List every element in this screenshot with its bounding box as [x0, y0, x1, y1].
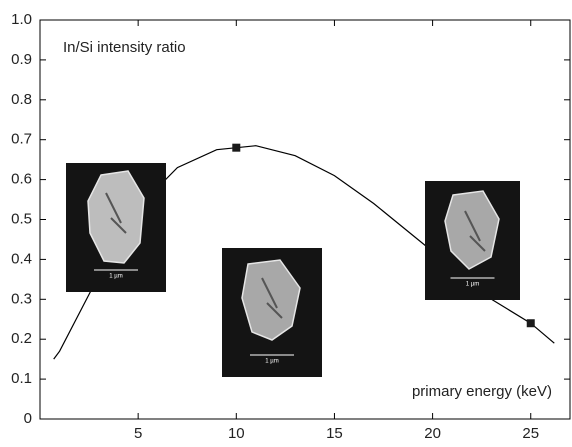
scale-label: 1 µm [109, 274, 122, 280]
inset-image: 1 µm [66, 163, 166, 292]
annotation: primary energy (keV) [412, 383, 552, 400]
y-tick-label: 0.2 [11, 330, 32, 347]
y-tick-label: 0.8 [11, 91, 32, 108]
data-point [232, 143, 241, 152]
particle [241, 259, 301, 341]
scale-label: 1 µm [466, 282, 479, 288]
x-tick-label: 25 [522, 425, 539, 442]
y-tick-label: 0.1 [11, 370, 32, 387]
x-tick-label: 10 [228, 425, 245, 442]
x-tick-label: 5 [134, 425, 142, 442]
annotation: In/Si intensity ratio [63, 39, 186, 56]
particle [87, 170, 145, 264]
y-tick-label: 0.9 [11, 51, 32, 68]
y-tick-label: 1.0 [11, 11, 32, 28]
particle-facet [105, 192, 127, 234]
particle [444, 190, 500, 270]
y-tick-label: 0.4 [11, 250, 32, 267]
y-tick-label: 0.3 [11, 290, 32, 307]
y-tick-label: 0.7 [11, 131, 32, 148]
x-tick-label: 20 [424, 425, 441, 442]
y-tick-label: 0.6 [11, 171, 32, 188]
scale-label: 1 µm [265, 359, 278, 365]
particle-facet [464, 210, 486, 252]
inset-image: 1 µm [425, 181, 520, 300]
y-tick-label: 0 [24, 410, 32, 427]
x-tick-label: 15 [326, 425, 343, 442]
inset-image: 1 µm [222, 248, 322, 377]
y-tick-label: 0.5 [11, 210, 32, 227]
data-point [526, 319, 535, 328]
particle-facet [261, 277, 283, 319]
